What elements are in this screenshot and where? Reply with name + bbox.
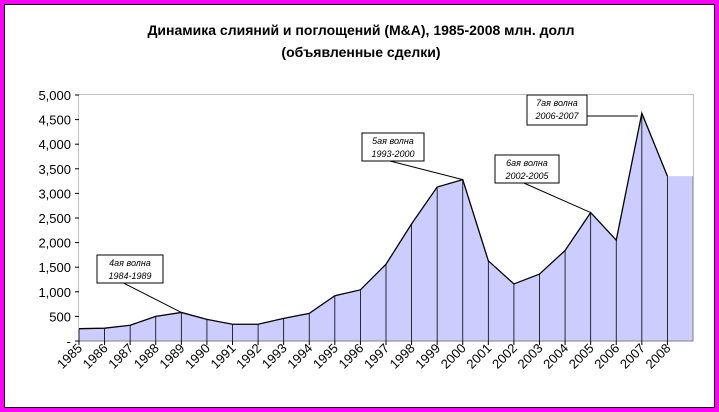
x-tick-label: 2001 (463, 341, 494, 372)
x-tick-label: 2003 (515, 341, 546, 372)
x-tick-label: 1990 (182, 341, 213, 372)
annotation-box (526, 94, 588, 126)
annotation-period: 1993-2000 (371, 149, 414, 159)
x-tick-label: 2002 (489, 341, 520, 372)
annotation-title: 7ая волна (536, 98, 578, 108)
x-tick-label: 1991 (208, 341, 239, 372)
x-tick-label: 1996 (335, 341, 366, 372)
x-tick-label: 2008 (642, 341, 673, 372)
annotation-leader-line (523, 182, 591, 214)
y-tick-label: 3,500 (38, 162, 71, 177)
x-tick-label: 2006 (591, 341, 622, 372)
series-line (78, 110, 669, 330)
y-tick-label: 4,500 (38, 113, 71, 128)
x-tick-label: 1999 (412, 341, 443, 372)
y-tick-label: 2,000 (38, 236, 71, 251)
chart-title-line2: (объявленные сделки) (281, 44, 440, 60)
annotation-4: 7ая волна 2006-2007 (526, 94, 638, 126)
annotation-title: 6ая волна (506, 158, 548, 168)
y-tick-label: 3,000 (38, 186, 71, 201)
annotation-period: 2006-2007 (534, 111, 579, 121)
annotation-leader-line (389, 160, 463, 181)
x-tick-label: 2004 (540, 341, 571, 372)
annotation-2: 5ая волна 1993-2000 (361, 132, 463, 181)
y-tick-label: 1,500 (38, 260, 71, 275)
above-series-fill (79, 95, 693, 329)
x-tick-label: 2007 (617, 341, 648, 372)
annotation-period: 1984-1989 (108, 271, 151, 281)
annotation-box (96, 254, 164, 284)
chart-title-line1: Динамика слияний и поглощений (M&A), 198… (147, 22, 574, 38)
annotation-3: 6ая волна 2002-2005 (494, 154, 591, 214)
y-tick-label: - (67, 334, 71, 349)
x-tick-label: 1992 (233, 341, 264, 372)
x-tick-label: 1989 (156, 341, 187, 372)
annotation-box (361, 132, 425, 162)
x-tick-label: 1995 (310, 341, 341, 372)
y-tick-label: 5,000 (38, 88, 71, 103)
y-tick-label: 2,500 (38, 211, 71, 226)
annotation-box (494, 154, 560, 184)
x-tick-label: 1998 (387, 341, 418, 372)
x-tick-label: 1985 (54, 341, 85, 372)
x-tick-label: 2005 (566, 341, 597, 372)
x-tick-label: 2000 (438, 341, 469, 372)
y-tick-label: 4,000 (38, 137, 71, 152)
annotation-period: 2002-2005 (504, 171, 549, 181)
annotation-leader-line (123, 282, 182, 313)
x-tick-label: 1987 (105, 341, 136, 372)
chart-frame: Динамика слияний и поглощений (M&A), 198… (4, 4, 715, 408)
annotation-1: 4ая волна 1984-1989 (96, 254, 182, 313)
x-tick-label: 1993 (259, 341, 290, 372)
chart: Динамика слияний и поглощений (M&A), 198… (38, 22, 694, 372)
y-tick-label: 1,000 (38, 285, 71, 300)
annotation-title: 5ая волна (372, 136, 414, 146)
annotation-title: 4ая волна (109, 258, 151, 268)
x-tick-label: 1988 (131, 341, 162, 372)
y-tick-label: 500 (49, 309, 71, 324)
x-tick-label: 1986 (80, 341, 111, 372)
x-tick-label: 1997 (361, 341, 392, 372)
x-tick-label: 1994 (284, 341, 315, 372)
